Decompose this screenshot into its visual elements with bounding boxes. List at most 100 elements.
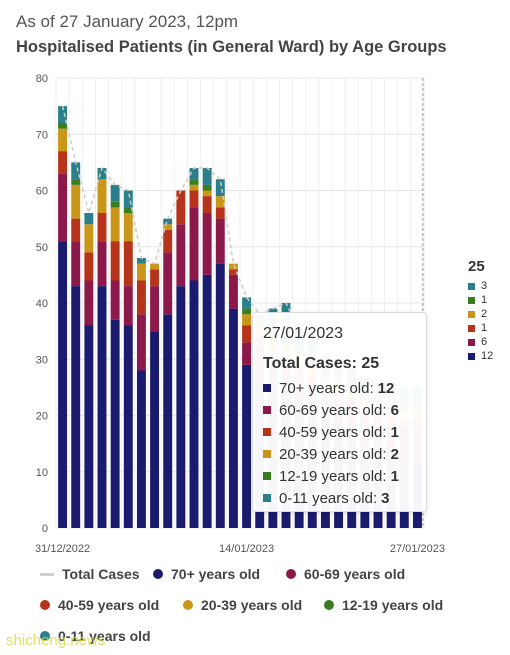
bar-segment <box>136 258 146 264</box>
bar-segment <box>163 229 173 253</box>
bar-segment <box>58 106 68 123</box>
series-dot-icon <box>263 406 271 414</box>
y-tick-label: 20 <box>36 411 48 423</box>
side-value: 6 <box>481 336 488 348</box>
bar-segment <box>84 252 94 281</box>
legend-item-total-cases[interactable]: Total Cases <box>40 566 140 582</box>
bar-segment <box>228 274 238 309</box>
bar-segment <box>84 224 94 253</box>
series-dot-icon <box>263 472 271 480</box>
bar-segment <box>176 224 186 287</box>
bar-segment <box>71 184 81 219</box>
total-cases-line <box>61 105 418 389</box>
side-value: 2 <box>481 308 488 320</box>
swatch-icon <box>468 338 475 346</box>
bar-segment <box>71 218 81 242</box>
bar-segment <box>242 325 252 343</box>
bar-segment <box>215 196 225 208</box>
side-item-70plus: 12 <box>468 349 508 363</box>
tooltip-row-20-39: 20-39 years old: 2 <box>263 443 399 465</box>
bar-segment <box>202 274 212 528</box>
bar-segment <box>110 207 120 242</box>
tooltip-total: Total Cases: 25 <box>263 355 380 372</box>
bar-segment <box>189 207 199 281</box>
side-item-0-11: 3 <box>468 279 508 293</box>
tooltip-row-value: 1 <box>390 467 399 485</box>
bar-segment <box>123 207 133 213</box>
bar-segment <box>189 184 199 191</box>
series-dot-icon <box>263 428 271 436</box>
bar-segment <box>202 184 212 191</box>
series-dot-icon <box>263 494 271 502</box>
y-tick-label: 40 <box>36 298 48 310</box>
bar-segment <box>202 190 212 197</box>
bar-segment <box>97 213 107 242</box>
bar-segment <box>202 168 212 185</box>
swatch-icon <box>468 310 475 318</box>
bar-segment <box>136 263 146 281</box>
side-item-12-19: 1 <box>468 293 508 307</box>
bar-segment <box>123 213 133 242</box>
side-total-value: 25 <box>468 258 485 275</box>
bar-segment <box>176 190 186 225</box>
bar-segment <box>215 207 225 219</box>
x-tick-label: 31/12/2022 <box>35 543 90 555</box>
y-tick-label: 10 <box>36 467 48 479</box>
tooltip-row-label: 0-11 years old: <box>279 489 378 507</box>
bar-segment <box>123 241 133 287</box>
bar-segment <box>71 286 81 528</box>
bar-segment <box>189 179 199 185</box>
bar-segment <box>110 201 120 208</box>
chart-title: Hospitalised Patients (in General Ward) … <box>16 38 447 56</box>
tooltip-row-60-69: 60-69 years old: 6 <box>263 399 399 421</box>
bar-segment <box>71 241 81 287</box>
legend-item-40-59[interactable]: 40-59 years old <box>40 597 159 613</box>
legend-label: 12-19 years old <box>342 597 444 613</box>
tooltip-date: 27/01/2023 <box>263 325 344 342</box>
bar-segment <box>97 241 107 287</box>
bar-segment <box>58 128 68 152</box>
y-tick-label: 0 <box>42 523 48 535</box>
dot-icon <box>153 569 163 579</box>
legend-label: 60-69 years old <box>304 566 406 582</box>
tooltip-row-label: 12-19 years old: <box>279 467 387 485</box>
legend-label: 40-59 years old <box>58 597 160 613</box>
dot-icon <box>183 600 193 610</box>
bar-segment <box>202 213 212 275</box>
hover-tooltip: 27/01/2023 Total Cases: 25 70+ years old… <box>252 312 427 512</box>
tooltip-row-label: 70+ years old: <box>279 379 374 397</box>
bar-segment <box>110 184 120 202</box>
bar-segment <box>110 319 120 528</box>
bar-segment <box>150 263 160 270</box>
dot-icon <box>40 631 50 641</box>
swatch-icon <box>468 296 475 304</box>
watermark-text: shicheng.news <box>6 632 106 649</box>
bar-segment <box>163 218 173 225</box>
bar-segment <box>202 196 212 213</box>
dot-icon <box>324 600 334 610</box>
series-dot-icon <box>263 384 271 392</box>
legend-item-60-69[interactable]: 60-69 years old <box>286 566 405 582</box>
bar-segment <box>136 370 146 528</box>
bar-segment <box>189 190 199 208</box>
line-swatch-icon <box>40 572 54 576</box>
side-item-20-39: 2 <box>468 307 508 321</box>
tooltip-row-label: 60-69 years old: <box>279 401 387 419</box>
legend-item-0-11[interactable]: 0-11 years old <box>40 628 151 644</box>
side-item-40-59: 1 <box>468 321 508 335</box>
legend-item-70plus[interactable]: 70+ years old <box>153 566 260 582</box>
dot-icon <box>286 569 296 579</box>
tooltip-row-40-59: 40-59 years old: 1 <box>263 421 399 443</box>
bar-segment <box>71 179 81 185</box>
legend-item-12-19[interactable]: 12-19 years old <box>324 597 443 613</box>
tooltip-row-value: 2 <box>390 445 399 463</box>
legend-item-20-39[interactable]: 20-39 years old <box>183 597 302 613</box>
series-dot-icon <box>263 450 271 458</box>
side-value: 1 <box>481 294 488 306</box>
bar-segment <box>97 179 107 213</box>
tooltip-row-0-11: 0-11 years old: 3 <box>263 487 399 509</box>
legend-label: Total Cases <box>62 566 140 582</box>
side-value: 1 <box>481 322 488 334</box>
bar-segment <box>136 314 146 371</box>
bar-segment <box>242 297 252 309</box>
